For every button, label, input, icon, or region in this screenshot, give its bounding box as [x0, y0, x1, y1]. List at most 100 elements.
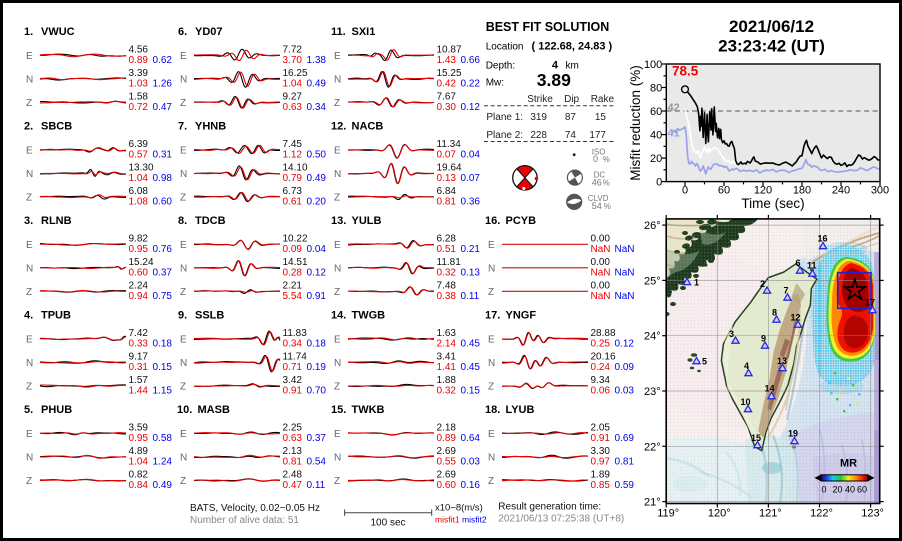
svg-text:78.5: 78.5: [672, 64, 699, 79]
svg-text:0.45: 0.45: [461, 338, 481, 349]
svg-text:Location: Location: [486, 42, 524, 53]
svg-text:0.36: 0.36: [461, 196, 481, 207]
svg-text:16.25: 16.25: [283, 68, 308, 79]
svg-text:60: 60: [718, 185, 730, 197]
svg-text:1.04: 1.04: [283, 78, 303, 89]
svg-text:300: 300: [871, 185, 889, 197]
svg-text:N: N: [334, 452, 341, 463]
svg-text:11.83: 11.83: [283, 328, 308, 339]
svg-text:0.84: 0.84: [129, 480, 149, 491]
svg-text:0.32: 0.32: [437, 385, 457, 396]
svg-text:Result generation time:: Result generation time:: [498, 502, 601, 513]
svg-text:0.57: 0.57: [129, 149, 149, 160]
svg-text:ISO: ISO: [592, 148, 606, 157]
svg-text:NaN: NaN: [591, 291, 611, 302]
svg-text:E: E: [488, 334, 495, 345]
svg-text:4.89: 4.89: [129, 446, 149, 457]
svg-text:0.13: 0.13: [437, 173, 457, 184]
svg-text:0.64: 0.64: [461, 433, 481, 444]
svg-text:12: 12: [791, 313, 801, 323]
svg-text:NaN: NaN: [615, 291, 635, 302]
svg-text:N: N: [488, 358, 495, 369]
svg-text:6.08: 6.08: [129, 186, 149, 197]
svg-text:5: 5: [702, 357, 707, 367]
svg-text:0.21: 0.21: [461, 244, 481, 255]
svg-text:N: N: [488, 263, 495, 274]
svg-text:0.11: 0.11: [461, 291, 480, 302]
svg-text:E: E: [180, 334, 187, 345]
svg-text:6.: 6.: [178, 26, 187, 38]
svg-text:0.32: 0.32: [437, 267, 457, 278]
svg-text:1.63: 1.63: [437, 328, 457, 339]
svg-text:misfit1: misfit1: [435, 515, 460, 525]
svg-text:0.13: 0.13: [461, 267, 481, 278]
svg-text:0.97: 0.97: [591, 456, 611, 467]
svg-text:15.: 15.: [331, 404, 346, 416]
svg-text:Z: Z: [180, 192, 186, 203]
svg-text:1.03: 1.03: [129, 78, 149, 89]
svg-text:Z: Z: [488, 476, 494, 487]
svg-text:1.88: 1.88: [437, 375, 457, 386]
svg-text:9.27: 9.27: [283, 91, 303, 102]
svg-text:80: 80: [650, 82, 662, 94]
svg-text:16.: 16.: [485, 215, 500, 227]
svg-text:100 sec: 100 sec: [370, 518, 405, 529]
svg-text:0.79: 0.79: [283, 173, 303, 184]
svg-text:Z: Z: [488, 381, 494, 392]
svg-text:6.39: 6.39: [129, 139, 149, 150]
svg-text:0.30: 0.30: [437, 102, 457, 113]
svg-text:0.58: 0.58: [153, 433, 173, 444]
svg-text:0.03: 0.03: [615, 385, 635, 396]
svg-text:7.45: 7.45: [283, 139, 303, 150]
svg-text:E: E: [334, 429, 341, 440]
svg-text:0.94: 0.94: [129, 291, 149, 302]
svg-text:180: 180: [793, 185, 811, 197]
svg-text:46: 46: [592, 177, 602, 187]
svg-text:N: N: [180, 358, 187, 369]
svg-text:0.89: 0.89: [437, 433, 457, 444]
svg-text:23°: 23°: [644, 386, 661, 398]
svg-text:N: N: [334, 263, 341, 274]
svg-text:0.42: 0.42: [437, 78, 457, 89]
svg-text:2.69: 2.69: [437, 469, 457, 480]
svg-text:319: 319: [530, 112, 547, 123]
svg-text:BATS, Velocity, 0.02−0.05 Hz: BATS, Velocity, 0.02−0.05 Hz: [190, 503, 320, 514]
svg-text:9.82: 9.82: [129, 233, 149, 244]
svg-text:0.34: 0.34: [283, 338, 303, 349]
svg-text:0.76: 0.76: [153, 244, 173, 255]
svg-text:0.60: 0.60: [437, 480, 457, 491]
svg-text:0.12: 0.12: [615, 338, 635, 349]
svg-text:%: %: [603, 155, 610, 164]
svg-text:0.71: 0.71: [283, 362, 303, 373]
svg-text:2.48: 2.48: [283, 469, 303, 480]
svg-text:1.44: 1.44: [129, 385, 149, 396]
svg-text:0.18: 0.18: [307, 338, 327, 349]
svg-text:60: 60: [650, 106, 662, 118]
svg-text:3.42: 3.42: [283, 375, 303, 386]
svg-text:23:23:42 (UT): 23:23:42 (UT): [718, 37, 825, 56]
svg-text:2: 2: [760, 279, 765, 289]
svg-text:NaN: NaN: [615, 244, 635, 255]
svg-text:0.31: 0.31: [153, 149, 173, 160]
svg-text:0.19: 0.19: [307, 362, 327, 373]
svg-text:4.: 4.: [24, 310, 33, 322]
svg-text:19: 19: [788, 429, 798, 439]
svg-text:2.69: 2.69: [437, 446, 457, 457]
svg-text:3.39: 3.39: [129, 68, 149, 79]
svg-text:0: 0: [821, 485, 826, 495]
svg-text:0.82: 0.82: [129, 469, 149, 480]
svg-text:E: E: [180, 429, 187, 440]
svg-text:0.72: 0.72: [129, 102, 149, 113]
svg-text:9.17: 9.17: [129, 351, 149, 362]
svg-text:Z: Z: [334, 381, 340, 392]
svg-text:Z: Z: [26, 98, 32, 109]
svg-text:12.: 12.: [331, 121, 346, 133]
svg-text:0.75: 0.75: [153, 291, 173, 302]
svg-text:1: 1: [694, 278, 699, 288]
svg-text:3.59: 3.59: [129, 422, 149, 433]
svg-text:N: N: [180, 263, 187, 274]
svg-text:9: 9: [761, 334, 766, 344]
svg-text:0.25: 0.25: [591, 338, 611, 349]
svg-text:6.73: 6.73: [283, 186, 303, 197]
svg-text:8: 8: [772, 308, 777, 318]
